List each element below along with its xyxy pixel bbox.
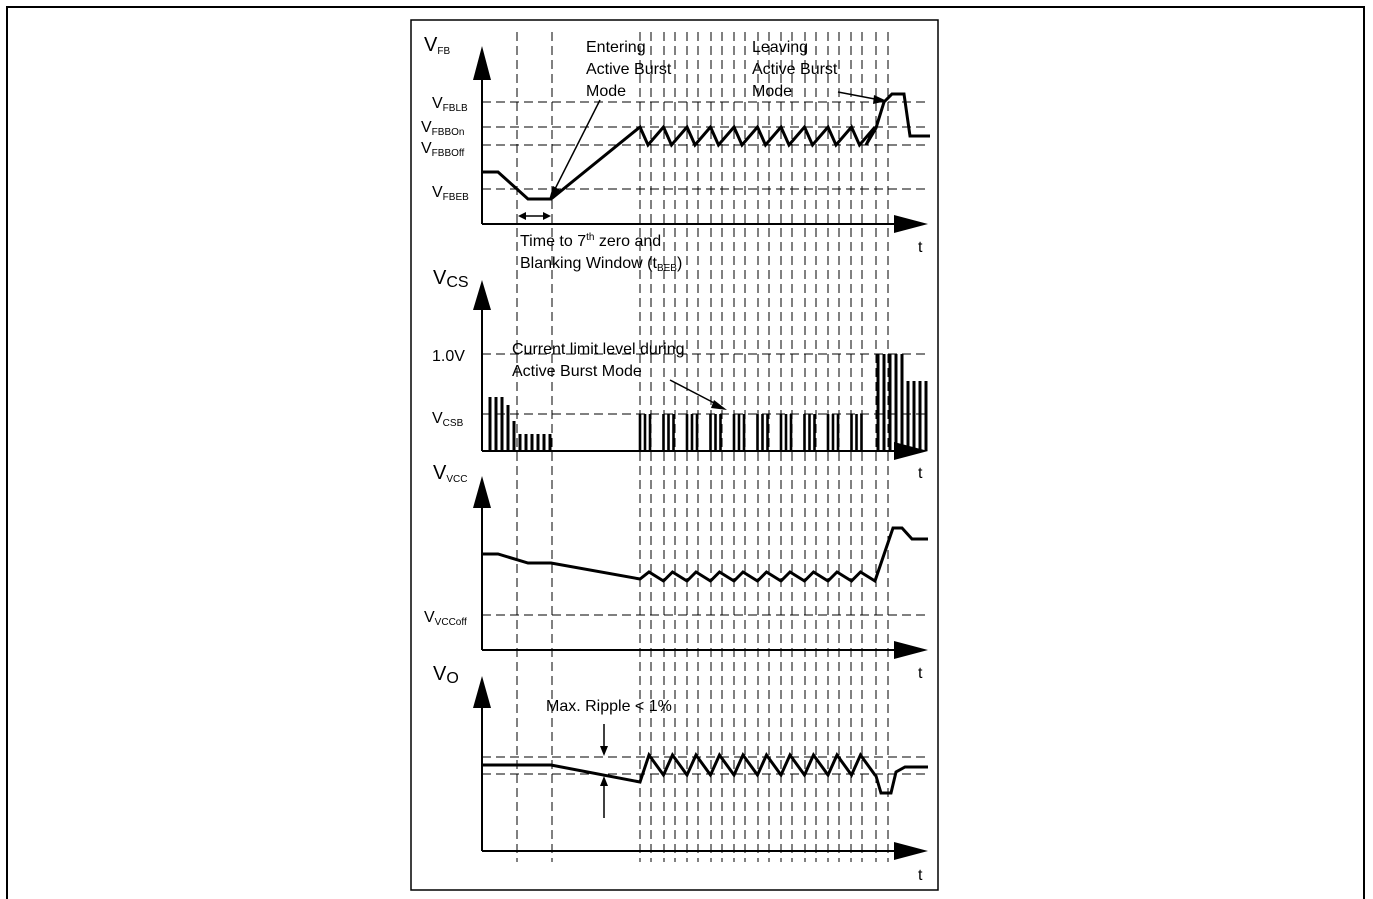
current-limit-arrowhead (711, 400, 727, 410)
entering-line-1: Entering (586, 39, 646, 56)
teb-arrow-left (518, 212, 526, 220)
vcs-x-arrow (894, 442, 928, 460)
vfb-axis-label: VFB (424, 34, 450, 57)
vfbboff-label: VFBBOff (421, 140, 464, 159)
vcs-t-label: t (918, 465, 923, 482)
current-limit-line-1: Current limit level during (512, 341, 685, 358)
vcsb-label: VCSB (432, 410, 464, 429)
vfblb-label: VFBLB (432, 95, 468, 114)
vo-panel: VO t Max. Ripple < 1% (433, 663, 930, 884)
vvcc-waveform (482, 528, 928, 581)
vo-x-arrow (894, 842, 928, 860)
vfb-panel: VFB t VFBLB VFBBOn VFBBOff VFBEB Enterin… (421, 34, 930, 274)
entering-line-3: Mode (586, 83, 626, 100)
vo-y-arrow (473, 676, 491, 708)
time-to-7th-label: Time to 7th zero and (520, 232, 661, 250)
vvcc-axis-label: VVCC (433, 462, 467, 485)
leaving-line-3: Mode (752, 83, 792, 100)
vcs-axis-label: VCS (433, 267, 469, 291)
vo-axis-label: VO (433, 663, 459, 687)
vvcc-x-arrow (894, 641, 928, 659)
vo-t-label: t (918, 867, 923, 884)
entering-line-2: Active Burst (586, 61, 672, 78)
vfbeb-label: VFBEB (432, 184, 469, 203)
vcs-panel: VCS t 1.0V VCSB Current limit level duri… (432, 267, 930, 482)
vccoff-label: VVCCoff (424, 609, 467, 628)
max-ripple-label: Max. Ripple < 1% (546, 698, 672, 715)
vfb-t-label: t (918, 239, 923, 256)
vcs-1v-label: 1.0V (432, 348, 465, 365)
leaving-line-1: Leaving (752, 39, 808, 56)
vvcc-t-label: t (918, 665, 923, 682)
vcs-y-arrow (473, 280, 491, 310)
teb-arrow-right (543, 212, 551, 220)
leaving-line-2: Active Burst (752, 61, 838, 78)
current-limit-line-2: Active Burst Mode (512, 363, 642, 380)
vfbbon-label: VFBBOn (421, 119, 464, 138)
vfb-y-arrow (473, 46, 491, 80)
blanking-window-label: Blanking Window (tBEB) (520, 255, 682, 274)
vvcc-y-arrow (473, 476, 491, 508)
ripple-arrow-up-head (600, 776, 608, 786)
vfb-x-arrow (894, 215, 928, 233)
vvcc-panel: VVCC t VVCCoff (424, 462, 930, 682)
ripple-arrow-down-head (600, 746, 608, 756)
vfb-waveform (482, 94, 930, 199)
current-limit-arrow-line (670, 380, 720, 406)
